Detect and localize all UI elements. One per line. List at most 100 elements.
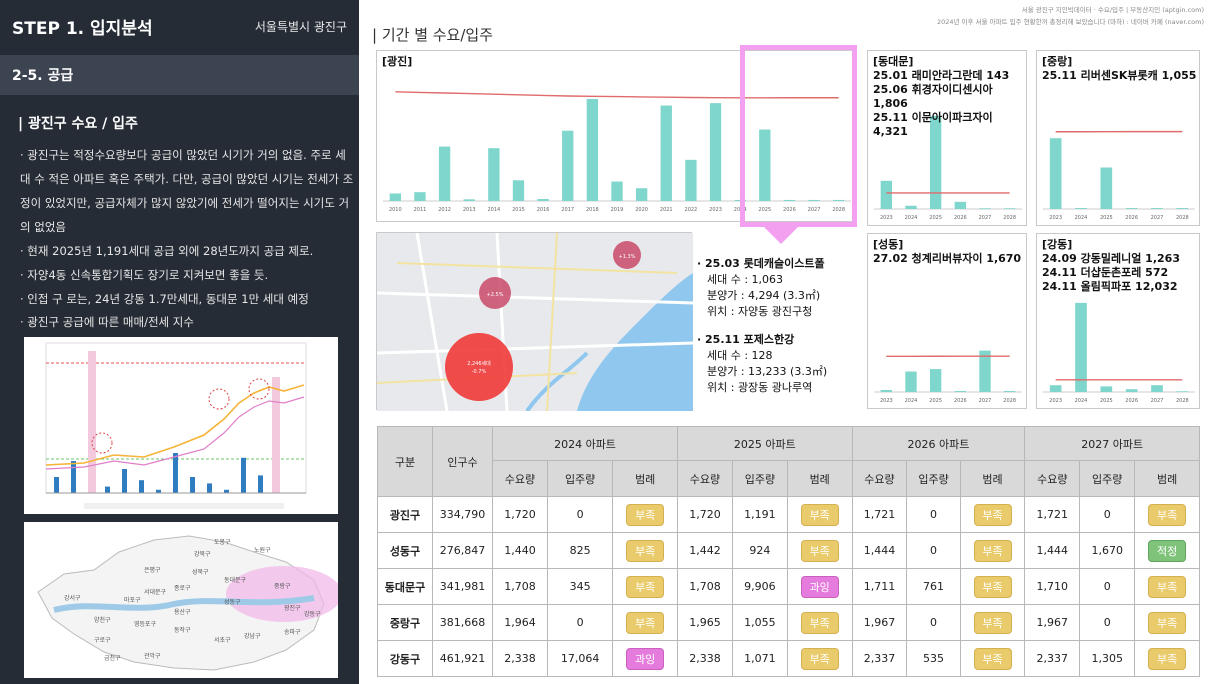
chart-gangdong-svg: 2023 2024 2025 2026 2027 2028 bbox=[1043, 302, 1195, 404]
location-map: 2,246세대 -0.7% +2.5% +1.3% bbox=[376, 232, 693, 411]
bar bbox=[1003, 391, 1016, 392]
bullet-item: · 광진구는 적정수요량보다 공급이 많았던 시기가 거의 없음. 주로 세대 … bbox=[20, 148, 354, 234]
col-2024: 2024 아파트 bbox=[491, 426, 679, 461]
x-tick-label: 2014 bbox=[487, 207, 500, 213]
project-title: · 25.11 포제스한강 bbox=[697, 333, 795, 346]
bar bbox=[122, 469, 127, 493]
chart-note: 25.11 리버센SK뷰롯캐 1,055 bbox=[1042, 69, 1197, 82]
bar bbox=[258, 475, 263, 493]
col-demand: 수요량 bbox=[677, 460, 733, 497]
bar bbox=[954, 391, 967, 392]
map-district-label: 용산구 bbox=[174, 608, 191, 616]
source-links: 서울 광진구 지인빅데이터 · 수요/입주 | 부동산지인 (aptgin.co… bbox=[937, 4, 1204, 28]
x-tick-label: 2016 bbox=[537, 207, 550, 213]
bar bbox=[783, 199, 796, 201]
demand-value: 1,711 bbox=[851, 568, 908, 605]
demand-value: 1,721 bbox=[851, 496, 908, 533]
col-legend: 범례 bbox=[612, 460, 679, 497]
chart-title: [광진] bbox=[382, 55, 413, 68]
map-district-label: 동작구 bbox=[174, 627, 191, 634]
chart-dongdaemun-svg: 2023 2024 2025 2026 2027 2028 bbox=[874, 115, 1022, 221]
x-tick-label: 2022 bbox=[685, 207, 698, 213]
price-index-chart bbox=[45, 342, 307, 509]
source-link-aptgin[interactable]: 서울 광진구 지인빅데이터 · 수요/입주 | 부동산지인 (aptgin.co… bbox=[1021, 6, 1204, 14]
col-2027: 2027 아파트 bbox=[1024, 426, 1200, 461]
bar bbox=[1075, 208, 1087, 209]
bullet-item: · 현재 2025년 1,191세대 공급 외에 28년도까지 공급 제로. bbox=[20, 244, 314, 258]
map-district-label: 관악구 bbox=[144, 652, 161, 660]
bar bbox=[954, 201, 967, 209]
legend-cell: 부족 bbox=[786, 640, 853, 677]
status-badge: 부족 bbox=[973, 647, 1012, 670]
x-tick-label: 2024 bbox=[1075, 215, 1088, 221]
bar bbox=[512, 180, 525, 201]
table-row: 중랑구 381,668 1,964 0 부족 1,965 1,055 부족 1,967 0 부족 1,… bbox=[377, 604, 1200, 641]
supply-value: 825 bbox=[546, 532, 614, 569]
map-district-label: 강북구 bbox=[194, 550, 211, 558]
map-district-label: 광진구 bbox=[284, 604, 301, 612]
chart-note: 24.11 올림픽파포 12,032 bbox=[1042, 280, 1178, 293]
status-badge: 부족 bbox=[973, 539, 1012, 562]
bar bbox=[1176, 391, 1189, 392]
chart-jungnang-svg: 2023 2024 2025 2026 2027 2028 bbox=[1043, 130, 1195, 221]
population-value: 276,847 bbox=[432, 532, 493, 569]
x-tick-label: 2026 bbox=[783, 207, 796, 213]
x-tick-label: 2028 bbox=[1176, 398, 1189, 404]
bar bbox=[1100, 167, 1113, 209]
supply-value: 0 bbox=[546, 604, 614, 641]
bar bbox=[173, 453, 178, 493]
map-district-label: 종로구 bbox=[174, 585, 191, 592]
callout-arrow bbox=[763, 226, 799, 244]
supply-value: 17,064 bbox=[546, 640, 614, 677]
supply-value: 0 bbox=[1079, 568, 1136, 605]
status-badge: 부족 bbox=[626, 539, 665, 562]
supply-value: 0 bbox=[906, 532, 961, 569]
bar bbox=[463, 199, 475, 201]
map-district-label: 서초구 bbox=[214, 636, 231, 644]
chart-gangdong: 2023 2024 2025 2026 2027 2028 [강동] 24.09 강동밀레… bbox=[1036, 233, 1200, 409]
project-detail: 분양가 : 13,233 (3.3㎡) bbox=[707, 365, 828, 378]
x-tick-label: 2028 bbox=[1003, 215, 1016, 221]
demand-value: 1,708 bbox=[677, 568, 733, 605]
chart-note: 24.11 더샵둔촌포레 572 bbox=[1042, 266, 1169, 279]
map-circle-label: +2.5% bbox=[487, 292, 504, 298]
analysis-bullets: · 광진구는 적정수요량보다 공급이 많았던 시기가 거의 없음. 주로 세대 … bbox=[20, 143, 355, 311]
status-badge: 부족 bbox=[800, 539, 839, 562]
demand-value: 2,337 bbox=[1024, 640, 1081, 677]
legend-cell: 부족 bbox=[786, 604, 853, 641]
demand-value: 1,444 bbox=[851, 532, 908, 569]
x-tick-label: 2018 bbox=[586, 207, 599, 213]
bar bbox=[979, 208, 991, 209]
left-sidebar: STEP 1. 입지분석 서울특별시 광진구 2-5. 공급 | 광진구 수요 … bbox=[0, 0, 359, 684]
chart-title-text: [성동] bbox=[873, 238, 904, 251]
bar bbox=[808, 199, 820, 201]
demand-value: 1,442 bbox=[677, 532, 733, 569]
chart-title-text: [동대문] bbox=[873, 55, 914, 68]
district-name: 성동구 bbox=[377, 532, 433, 569]
source-link-naver[interactable]: 2024년 이후 서울 아파트 입주 현황한꺼 총정리해 보았습니다 (마하) … bbox=[936, 18, 1204, 26]
legend-cell: 부족 bbox=[959, 568, 1026, 605]
x-tick-label: 2027 bbox=[808, 207, 821, 213]
chart-title-text: [중랑] bbox=[1042, 55, 1073, 68]
supply-value: 1,071 bbox=[731, 640, 788, 677]
status-badge: 부족 bbox=[800, 647, 839, 670]
x-tick-label: 2027 bbox=[979, 398, 992, 404]
demand-value: 1,720 bbox=[492, 496, 548, 533]
x-tick-label: 2024 bbox=[905, 398, 918, 404]
legend-cell: 적정 bbox=[1134, 532, 1200, 569]
legend-cell: 부족 bbox=[959, 532, 1026, 569]
bar bbox=[929, 369, 942, 392]
highlight-2025-box bbox=[740, 45, 857, 227]
population-value: 334,790 bbox=[432, 496, 493, 533]
bar bbox=[1176, 208, 1189, 209]
district-name: 동대문구 bbox=[377, 568, 433, 605]
bar bbox=[54, 477, 59, 493]
map-district-label: 강남구 bbox=[244, 632, 261, 640]
legend-cell: 부족 bbox=[612, 496, 679, 533]
project-detail: 세대 수 : 128 bbox=[707, 349, 773, 362]
bar bbox=[1151, 385, 1163, 392]
supply-value: 0 bbox=[906, 496, 961, 533]
chart-gwangjin-svg: 2010 2011 2012 2013 2014 2015 2016 2017 2018 2019… bbox=[383, 91, 851, 213]
bar bbox=[1100, 386, 1113, 392]
